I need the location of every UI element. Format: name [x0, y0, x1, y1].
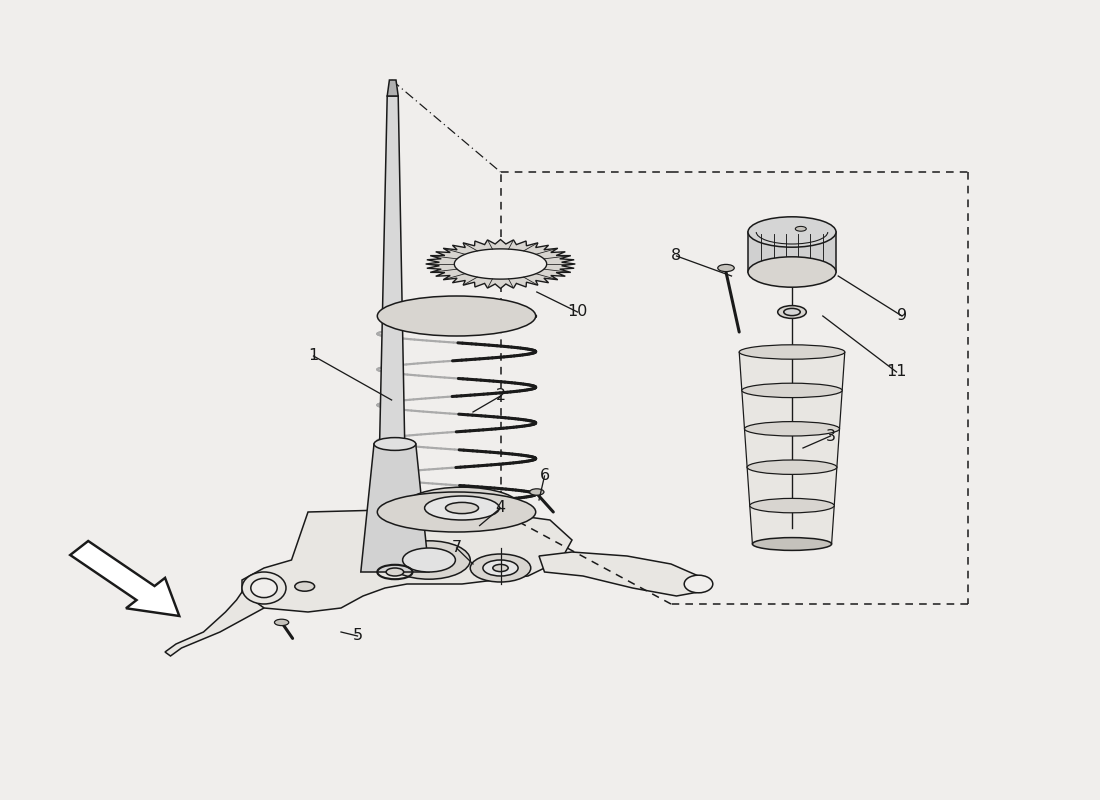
Ellipse shape — [425, 496, 499, 520]
Ellipse shape — [471, 554, 530, 582]
Ellipse shape — [750, 498, 834, 513]
Ellipse shape — [684, 575, 713, 593]
Ellipse shape — [483, 560, 518, 576]
Ellipse shape — [783, 308, 801, 315]
Polygon shape — [379, 96, 405, 448]
Text: 3: 3 — [825, 429, 836, 443]
Text: 7: 7 — [451, 541, 462, 555]
Ellipse shape — [747, 460, 837, 474]
Ellipse shape — [377, 296, 536, 336]
Ellipse shape — [446, 502, 478, 514]
Ellipse shape — [752, 538, 832, 550]
Ellipse shape — [741, 383, 843, 398]
Ellipse shape — [386, 568, 404, 576]
Text: 8: 8 — [671, 249, 682, 263]
Ellipse shape — [374, 438, 416, 450]
Polygon shape — [454, 249, 547, 279]
Ellipse shape — [739, 345, 845, 359]
Ellipse shape — [748, 217, 836, 247]
Polygon shape — [361, 444, 429, 572]
Text: 5: 5 — [352, 629, 363, 643]
Ellipse shape — [493, 564, 508, 571]
Polygon shape — [426, 239, 575, 289]
Polygon shape — [165, 592, 264, 656]
Ellipse shape — [748, 257, 836, 287]
Polygon shape — [70, 541, 179, 616]
Text: 11: 11 — [887, 365, 906, 379]
Text: 10: 10 — [568, 305, 587, 319]
Ellipse shape — [251, 578, 277, 598]
Text: 2: 2 — [495, 389, 506, 403]
Ellipse shape — [403, 487, 521, 529]
Ellipse shape — [242, 572, 286, 604]
Text: 1: 1 — [308, 349, 319, 363]
Polygon shape — [739, 352, 845, 390]
Ellipse shape — [387, 541, 471, 579]
Text: 9: 9 — [896, 309, 907, 323]
Ellipse shape — [403, 548, 455, 572]
Text: 6: 6 — [539, 469, 550, 483]
Ellipse shape — [295, 582, 315, 591]
Ellipse shape — [778, 306, 806, 318]
Ellipse shape — [530, 489, 543, 495]
Ellipse shape — [275, 619, 288, 626]
Polygon shape — [745, 429, 839, 467]
Polygon shape — [748, 232, 836, 272]
Ellipse shape — [745, 422, 839, 436]
Polygon shape — [750, 506, 834, 544]
Ellipse shape — [381, 503, 403, 513]
Ellipse shape — [795, 226, 806, 231]
Polygon shape — [741, 390, 843, 429]
Ellipse shape — [377, 492, 536, 532]
Ellipse shape — [717, 264, 735, 272]
Polygon shape — [539, 552, 698, 596]
Polygon shape — [387, 80, 398, 96]
Text: 4: 4 — [495, 501, 506, 515]
Polygon shape — [747, 467, 837, 506]
Polygon shape — [242, 508, 572, 612]
